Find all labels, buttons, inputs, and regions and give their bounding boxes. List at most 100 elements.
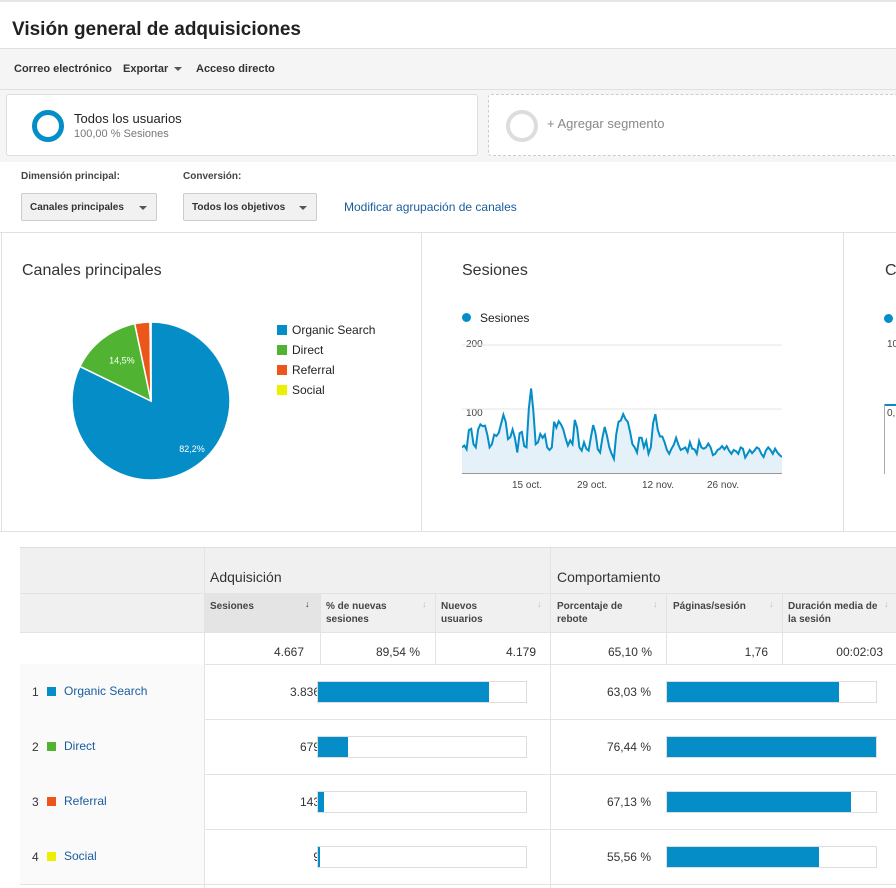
total-pages-per-session: 1,76 bbox=[744, 645, 768, 659]
primary-dimension-select[interactable]: Canales principales bbox=[21, 193, 157, 221]
header-bottom-line bbox=[20, 632, 896, 633]
column-header-bounce-rate[interactable]: Porcentaje de rebote bbox=[557, 601, 623, 625]
y-tick-label: 10 bbox=[887, 339, 896, 350]
acquisition-group-header: Adquisición bbox=[210, 569, 282, 585]
third-chart-title: C bbox=[885, 262, 896, 279]
row-sessions-value: 3.836 bbox=[289, 685, 320, 699]
totals-bottom-line bbox=[20, 664, 896, 665]
primary-dimension-value: Canales principales bbox=[30, 202, 124, 213]
column-divider bbox=[782, 594, 783, 664]
column-header-avg-duration[interactable]: Duración media de la sesión bbox=[788, 601, 878, 625]
channel-link[interactable]: Organic Search bbox=[64, 684, 148, 698]
pie-slice-social[interactable] bbox=[149, 321, 152, 402]
pie-slice-direct[interactable] bbox=[78, 322, 153, 403]
shortcut-button[interactable]: Acceso directo bbox=[196, 63, 275, 75]
x-tick-label: 26 nov. bbox=[707, 480, 740, 491]
row-divider bbox=[20, 719, 896, 720]
column-divider bbox=[435, 594, 436, 664]
sort-icon[interactable]: ↓ bbox=[422, 599, 427, 609]
channel-link[interactable]: Direct bbox=[64, 739, 96, 753]
chevron-down-icon bbox=[174, 67, 183, 72]
legend-swatch bbox=[277, 385, 287, 395]
row-sessions-value: 679 bbox=[299, 740, 320, 754]
segment-ring-icon bbox=[32, 110, 64, 142]
column-divider bbox=[320, 594, 321, 664]
sort-icon[interactable]: ↓ bbox=[884, 599, 889, 609]
total-new-sessions: 89,54 % bbox=[375, 645, 420, 659]
conversion-select[interactable]: Todos los objetivos bbox=[183, 193, 317, 221]
sessions-chart-title: Sesiones bbox=[462, 262, 528, 279]
channel-color-swatch bbox=[47, 797, 56, 806]
conversion-label: Conversión: bbox=[183, 171, 242, 182]
column-divider bbox=[550, 548, 551, 888]
top-divider bbox=[0, 0, 896, 2]
legend-dot-icon bbox=[462, 313, 471, 322]
segment-bar: Todos los usuarios 100,00 % Sesiones + A… bbox=[0, 90, 896, 162]
pie-data-label: 82,2% bbox=[179, 444, 205, 454]
sessions-legend-label: Sesiones bbox=[480, 311, 530, 325]
panels-divider-bottom bbox=[0, 531, 896, 532]
modify-channel-grouping-link[interactable]: Modificar agrupación de canales bbox=[344, 200, 517, 214]
add-segment-button[interactable]: + Agregar segmento bbox=[488, 94, 896, 156]
export-button[interactable]: Exportar bbox=[123, 63, 183, 75]
row-bounce-value: 63,03 % bbox=[606, 685, 651, 699]
chevron-down-icon bbox=[139, 206, 147, 210]
row-bounce-value: 67,13 % bbox=[606, 795, 651, 809]
bounce-bar-fill bbox=[667, 682, 839, 702]
sessions-header-sorted bbox=[204, 594, 320, 632]
column-divider bbox=[666, 594, 667, 664]
sort-icon[interactable]: ↓ bbox=[537, 599, 542, 609]
column-header-new-sessions[interactable]: % de nuevas sesiones bbox=[326, 601, 387, 625]
bounce-bar bbox=[666, 791, 877, 813]
row-divider bbox=[20, 884, 896, 885]
bounce-bar bbox=[666, 681, 877, 703]
channel-link[interactable]: Social bbox=[64, 849, 97, 863]
channels-chart-title: Canales principales bbox=[22, 262, 162, 279]
row-index: 1 bbox=[32, 685, 39, 699]
row-index: 2 bbox=[32, 740, 39, 754]
legend-dot-icon bbox=[884, 314, 893, 323]
export-label: Exportar bbox=[123, 63, 169, 75]
third-chart-line bbox=[884, 404, 896, 406]
row-sessions-value: 143 bbox=[299, 795, 320, 809]
legend-item-direct[interactable]: Direct bbox=[277, 343, 323, 357]
bounce-bar-fill bbox=[667, 792, 851, 812]
legend-swatch bbox=[277, 365, 287, 375]
legend-swatch bbox=[277, 345, 287, 355]
sessions-line-chart bbox=[462, 344, 782, 474]
sessions-bar bbox=[317, 681, 527, 703]
row-bounce-value: 76,44 % bbox=[606, 740, 651, 754]
column-header-sessions[interactable]: Sesiones bbox=[210, 601, 254, 612]
panel-divider bbox=[843, 232, 844, 532]
total-bounce-rate: 65,10 % bbox=[607, 645, 652, 659]
behavior-group-header: Comportamiento bbox=[557, 569, 661, 585]
sessions-bar bbox=[317, 736, 527, 758]
acquisition-table: Adquisición Comportamiento Sesiones ↓ % … bbox=[20, 547, 896, 888]
row-sessions-value: 9 bbox=[313, 850, 320, 864]
legend-item-social[interactable]: Social bbox=[277, 383, 325, 397]
channel-link[interactable]: Referral bbox=[64, 794, 107, 808]
legend-item-organic-search[interactable]: Organic Search bbox=[277, 323, 375, 337]
row-bounce-value: 55,56 % bbox=[606, 850, 651, 864]
total-avg-duration: 00:02:03 bbox=[836, 645, 883, 659]
email-button[interactable]: Correo electrónico bbox=[14, 63, 112, 75]
y-tick-label: 0, bbox=[887, 408, 896, 419]
column-header-pages-per-session[interactable]: Páginas/sesión bbox=[673, 601, 746, 612]
sessions-line bbox=[462, 388, 782, 463]
legend-item-referral[interactable]: Referral bbox=[277, 363, 335, 377]
channel-color-swatch bbox=[47, 742, 56, 751]
row-divider bbox=[20, 829, 896, 830]
legend-label: Organic Search bbox=[292, 323, 376, 337]
segment-all-users[interactable]: Todos los usuarios 100,00 % Sesiones bbox=[6, 94, 478, 156]
sort-down-icon[interactable]: ↓ bbox=[305, 599, 310, 609]
sort-icon[interactable]: ↓ bbox=[769, 599, 774, 609]
segment-percentage: 100,00 % Sesiones bbox=[74, 128, 169, 140]
column-header-new-users[interactable]: Nuevos usuarios bbox=[441, 601, 483, 625]
sort-icon[interactable]: ↓ bbox=[653, 599, 658, 609]
legend-label: Direct bbox=[292, 343, 324, 357]
empty-ring-icon bbox=[506, 110, 538, 142]
table-header bbox=[20, 548, 896, 632]
toolbar: Correo electrónico Exportar Acceso direc… bbox=[0, 48, 896, 90]
primary-dimension-label: Dimensión principal: bbox=[21, 171, 120, 182]
sessions-bar-fill bbox=[318, 792, 324, 812]
